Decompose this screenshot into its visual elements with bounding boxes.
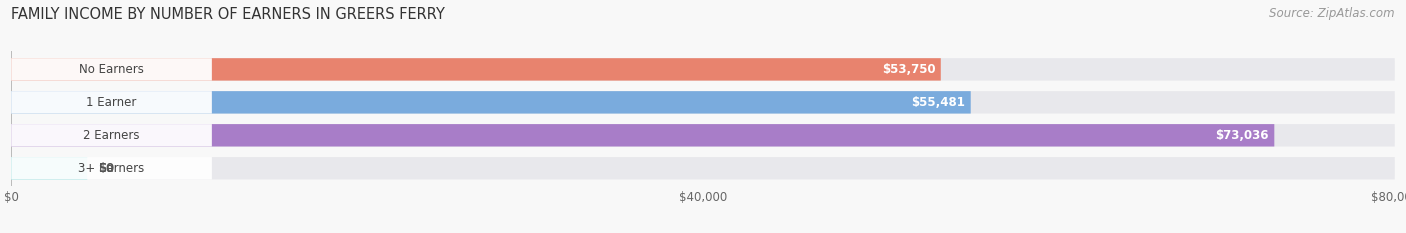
FancyBboxPatch shape <box>11 91 212 113</box>
Text: 3+ Earners: 3+ Earners <box>79 162 145 175</box>
Text: FAMILY INCOME BY NUMBER OF EARNERS IN GREERS FERRY: FAMILY INCOME BY NUMBER OF EARNERS IN GR… <box>11 7 446 22</box>
Text: Source: ZipAtlas.com: Source: ZipAtlas.com <box>1270 7 1395 20</box>
Text: 2 Earners: 2 Earners <box>83 129 139 142</box>
FancyBboxPatch shape <box>11 91 1395 113</box>
FancyBboxPatch shape <box>11 124 1274 147</box>
FancyBboxPatch shape <box>11 157 212 179</box>
Text: 1 Earner: 1 Earner <box>86 96 136 109</box>
Text: $73,036: $73,036 <box>1215 129 1268 142</box>
Text: $53,750: $53,750 <box>882 63 935 76</box>
Text: $0: $0 <box>98 162 115 175</box>
Text: No Earners: No Earners <box>79 63 143 76</box>
FancyBboxPatch shape <box>11 91 970 113</box>
FancyBboxPatch shape <box>11 58 212 81</box>
FancyBboxPatch shape <box>11 124 212 147</box>
FancyBboxPatch shape <box>11 58 1395 81</box>
FancyBboxPatch shape <box>11 124 1395 147</box>
FancyBboxPatch shape <box>11 58 941 81</box>
FancyBboxPatch shape <box>11 157 87 179</box>
Text: $55,481: $55,481 <box>911 96 965 109</box>
FancyBboxPatch shape <box>11 157 1395 179</box>
